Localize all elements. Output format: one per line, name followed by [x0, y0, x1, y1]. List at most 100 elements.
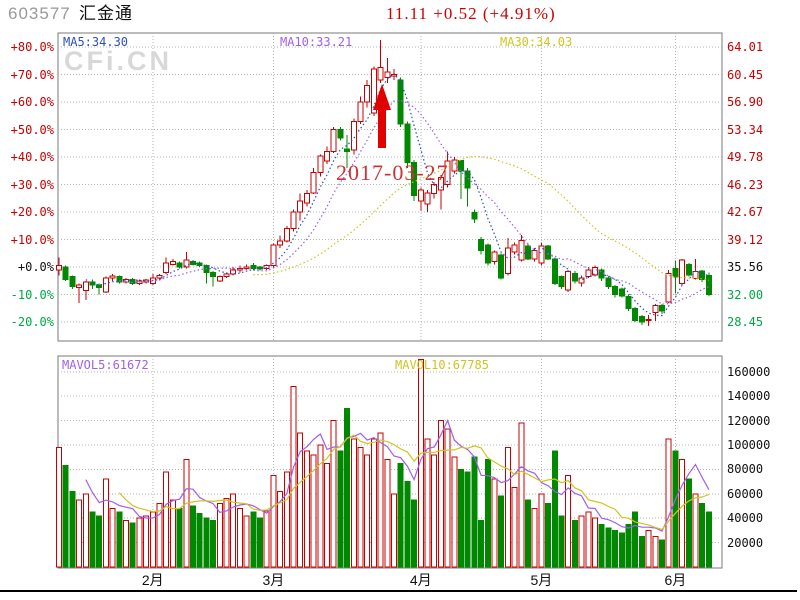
volume-bar: [685, 478, 692, 568]
volume-bar: [136, 517, 143, 568]
price-axis-label: 49.78: [727, 150, 764, 164]
stock-code: 603577: [8, 4, 71, 23]
price-axis-label: 56.90: [727, 95, 764, 109]
volume-bar: [618, 532, 625, 568]
volume-bar: [344, 407, 351, 568]
volume-bar: [203, 517, 210, 568]
volume-bar: [632, 511, 639, 568]
candle-body: [437, 176, 444, 191]
volume-bar: [149, 511, 156, 568]
candle-body: [283, 228, 290, 242]
volume-bar: [324, 462, 330, 568]
volume-bar: [437, 420, 444, 568]
candle-body: [163, 262, 170, 273]
candle-body: [605, 277, 612, 287]
volume-bar: [659, 539, 665, 568]
candle-body: [344, 148, 351, 152]
candle-body: [478, 239, 485, 251]
volume-bar: [511, 487, 518, 568]
candle-body: [531, 250, 538, 260]
candle-body: [317, 155, 324, 174]
volume-bar: [478, 520, 485, 568]
volume-axis-label: 140000: [727, 389, 771, 404]
candle-body: [109, 275, 116, 279]
volume-bar: [76, 499, 83, 568]
candle-body: [330, 129, 337, 152]
candle-body: [551, 258, 558, 284]
volume-bar: [652, 536, 659, 568]
candle-body: [370, 68, 377, 114]
volume-bar: [297, 432, 304, 568]
volume-bar: [82, 493, 89, 568]
candle-body: [458, 160, 464, 172]
price-axis-label: 28.45: [727, 315, 764, 329]
candle-body: [618, 288, 625, 297]
volume-bar: [484, 459, 491, 568]
candle-body: [270, 244, 277, 267]
candle-body: [592, 266, 598, 276]
volume-bar: [116, 511, 123, 568]
candle-body: [679, 259, 686, 285]
volume-bar: [277, 490, 284, 568]
candle-body: [464, 170, 471, 189]
price-axis-label: 53.34: [727, 122, 764, 137]
volume-bar: [645, 529, 652, 568]
price-quote: 11.11 +0.52 (+4.91%): [386, 4, 556, 23]
volume-bar: [444, 428, 451, 568]
price-axis-label: 42.67: [727, 205, 764, 219]
volume-bar: [377, 432, 384, 568]
percent-axis-label: +60.0%: [10, 95, 54, 109]
volume-bar: [196, 512, 203, 568]
percent-axis-label: +40.0%: [10, 150, 54, 164]
volume-bar: [317, 444, 324, 568]
volume-axis-label: 20000: [727, 535, 764, 550]
candle-body: [417, 189, 424, 202]
volume-bar: [62, 465, 69, 568]
volume-bar: [69, 490, 76, 568]
candle-body: [545, 245, 552, 260]
candle-body: [518, 239, 525, 261]
percent-axis-label: +70.0%: [10, 67, 54, 82]
candle-body: [263, 265, 270, 269]
percent-axis-label: +10.0%: [10, 232, 54, 247]
candle-body: [645, 318, 652, 322]
candle-body: [558, 276, 565, 288]
volume-bar: [598, 523, 605, 568]
volume-bar: [143, 515, 150, 568]
candle-body: [444, 160, 451, 185]
volume-bar: [397, 462, 404, 568]
candle-body: [692, 271, 699, 279]
volume-bar: [310, 454, 317, 568]
volume-bar: [230, 493, 237, 568]
candle-body: [210, 272, 217, 278]
volume-axis-label: 120000: [727, 413, 771, 428]
candle-body: [223, 273, 230, 278]
candle-body: [705, 274, 712, 295]
volume-bar: [525, 499, 531, 568]
volume-bar: [451, 456, 458, 568]
price-axis-label: 64.01: [727, 40, 764, 54]
volume-bar: [223, 498, 230, 568]
ma5-label: MA5:34.30: [63, 35, 129, 49]
volume-bar: [303, 450, 310, 568]
candle-body: [96, 284, 103, 289]
volume-bar: [705, 511, 712, 568]
volume-bar: [538, 493, 545, 568]
volume-bar: [411, 499, 418, 568]
candle-body: [310, 172, 317, 194]
candle-body: [169, 261, 176, 265]
candle-body: [565, 270, 572, 291]
volume-bar: [190, 505, 196, 568]
price-axis-label: 32.00: [727, 287, 764, 302]
candle-body: [652, 305, 659, 313]
volume-bar: [458, 468, 464, 568]
price-axis-label: 60.45: [727, 67, 764, 82]
candle-body: [632, 307, 639, 321]
volume-bar: [330, 420, 337, 568]
candle-body: [116, 276, 123, 283]
candle-body: [585, 269, 592, 278]
candle-body: [451, 159, 458, 172]
volume-bar: [504, 446, 511, 568]
volume-bar: [357, 446, 364, 568]
